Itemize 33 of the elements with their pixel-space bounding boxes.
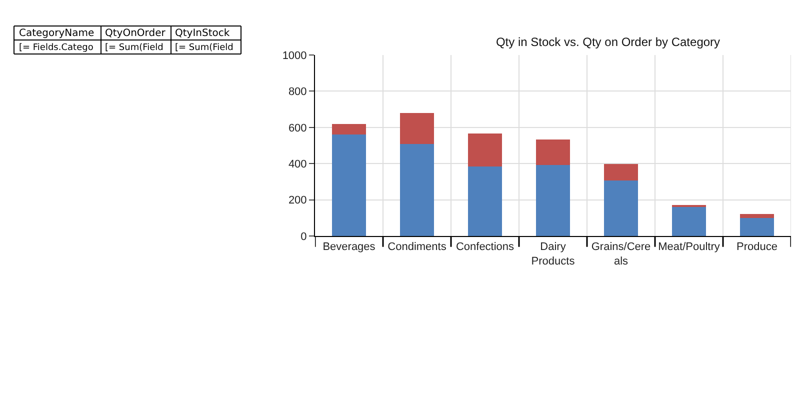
x-tick-label: Meat/Poultry bbox=[658, 241, 720, 254]
y-tick-label: 400 bbox=[288, 158, 307, 170]
text: QtyOnOrder bbox=[105, 28, 166, 39]
bar bbox=[536, 164, 570, 236]
x-tick-label: Produce bbox=[736, 241, 778, 254]
chart-title: Qty in Stock vs. Qty on Order by Category bbox=[496, 35, 720, 50]
text: [= Sum(Field bbox=[105, 43, 164, 53]
text: [= Fields.Catego bbox=[19, 43, 94, 53]
x-tick-label: Condiments bbox=[388, 241, 447, 254]
x-tick-label: Confections bbox=[456, 241, 515, 254]
y-tick-label: 600 bbox=[288, 122, 307, 134]
x-tick-label: Beverages bbox=[322, 241, 376, 254]
bar bbox=[672, 206, 706, 236]
bar bbox=[536, 140, 570, 165]
bar bbox=[332, 124, 366, 135]
bar bbox=[468, 133, 502, 166]
bar bbox=[468, 166, 502, 236]
text: QtyInStock bbox=[175, 28, 230, 39]
bar bbox=[604, 164, 638, 180]
text: [= Sum(Field bbox=[175, 43, 234, 53]
y-tick-label: 1000 bbox=[282, 50, 307, 62]
bar bbox=[740, 214, 774, 218]
bar bbox=[332, 134, 366, 236]
y-tick-label: 0 bbox=[300, 230, 307, 243]
x-tick-label: Dairy Products bbox=[531, 241, 576, 268]
y-tick-label: 800 bbox=[288, 86, 307, 98]
bar bbox=[604, 180, 638, 236]
y-tick-label: 200 bbox=[288, 194, 307, 207]
x-tick-label: Grains/Cereals bbox=[591, 241, 651, 268]
bar bbox=[400, 112, 434, 144]
bar bbox=[400, 144, 434, 236]
text: CategoryName bbox=[19, 28, 94, 39]
bar bbox=[740, 218, 774, 236]
